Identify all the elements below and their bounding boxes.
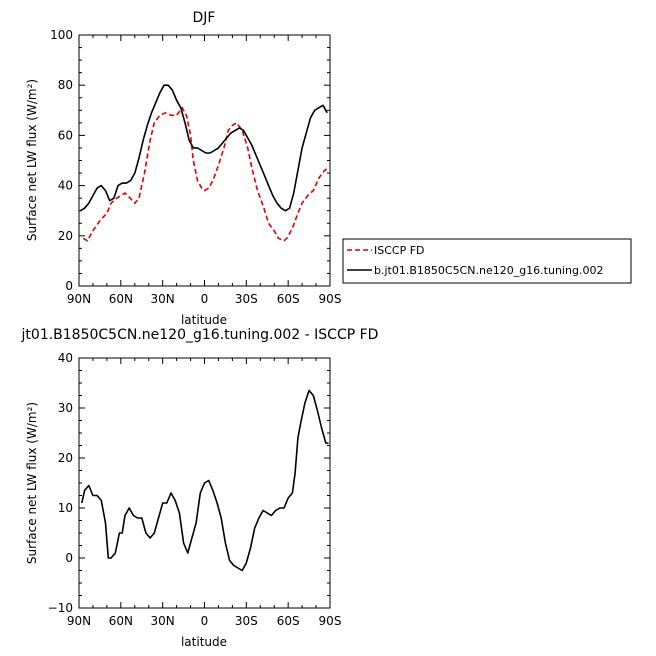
bottom-panel-y-tick-labels: −10 0 10 20 30 40 <box>48 351 73 615</box>
bottom-y-tick-label: 10 <box>58 501 73 515</box>
top-panel: DJF 90N 60N 30N 0 30S 60S 90S 0 20 40 60 80 100 lat… <box>25 10 341 327</box>
top-x-tick-label: 30S <box>235 292 258 306</box>
top-panel-y-tick-labels: 0 20 40 60 80 100 <box>50 28 73 293</box>
top-panel-frame <box>78 34 331 287</box>
bottom-x-tick-label: 60S <box>277 614 300 628</box>
top-panel-ticks <box>78 34 331 287</box>
top-panel-x-tick-labels: 90N 60N 30N 0 30S 60S 90S <box>67 292 342 306</box>
bottom-y-tick-label: −10 <box>48 601 73 615</box>
top-panel-title: DJF <box>193 10 216 26</box>
top-x-tick-label: 60N <box>109 292 133 306</box>
bottom-series-line-0 <box>81 389 329 572</box>
bottom-y-tick-label: 40 <box>58 351 73 365</box>
bottom-panel-series <box>81 389 329 572</box>
bottom-x-tick-label: 90S <box>319 614 342 628</box>
bottom-x-tick-label: 30S <box>235 614 258 628</box>
bottom-panel-ticks <box>78 357 331 609</box>
top-y-tick-label: 20 <box>58 229 73 243</box>
top-panel-series <box>79 84 330 242</box>
top-y-tick-label: 0 <box>65 279 73 293</box>
bottom-panel-x-axis-title: latitude <box>181 635 227 649</box>
top-y-tick-label: 100 <box>50 28 73 42</box>
bottom-x-tick-label: 0 <box>201 614 209 628</box>
top-y-tick-label: 80 <box>58 78 73 92</box>
top-series-line-0 <box>82 107 330 242</box>
top-panel-x-axis-title: latitude <box>181 313 227 327</box>
bottom-x-tick-label: 30N <box>151 614 175 628</box>
bottom-y-tick-label: 0 <box>65 551 73 565</box>
bottom-panel-title: jt01.B1850C5CN.ne120_g16.tuning.002 - IS… <box>21 327 379 343</box>
legend-label-model: b.jt01.B1850C5CN.ne120_g16.tuning.002 <box>374 264 603 277</box>
bottom-panel-y-axis-title: Surface net LW flux (W/m²) <box>25 402 39 564</box>
top-panel-y-axis-title: Surface net LW flux (W/m²) <box>25 79 39 241</box>
legend-label-isccp: ISCCP FD <box>374 244 425 257</box>
bottom-x-tick-label: 60N <box>109 614 133 628</box>
legend: ISCCP FD b.jt01.B1850C5CN.ne120_g16.tuni… <box>342 238 632 284</box>
bottom-y-tick-label: 30 <box>58 401 73 415</box>
bottom-y-tick-label: 20 <box>58 451 73 465</box>
top-x-tick-label: 90S <box>319 292 342 306</box>
top-series-line-1 <box>79 84 328 212</box>
legend-box <box>342 238 632 284</box>
top-x-tick-label: 60S <box>277 292 300 306</box>
top-y-tick-label: 60 <box>58 128 73 142</box>
top-x-tick-label: 90N <box>67 292 91 306</box>
top-x-tick-label: 30N <box>151 292 175 306</box>
bottom-panel-x-tick-labels: 90N 60N 30N 0 30S 60S 90S <box>67 614 342 628</box>
top-x-tick-label: 0 <box>201 292 209 306</box>
bottom-x-tick-label: 90N <box>67 614 91 628</box>
top-y-tick-label: 40 <box>58 179 73 193</box>
bottom-panel: jt01.B1850C5CN.ne120_g16.tuning.002 - IS… <box>21 327 379 649</box>
